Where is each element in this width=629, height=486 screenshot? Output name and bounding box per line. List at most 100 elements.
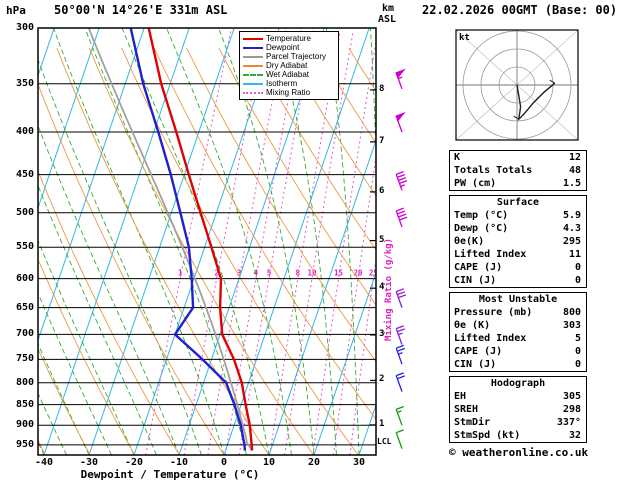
hodograph-ring: [498, 66, 536, 104]
stat-row: CIN (J) 0: [450, 274, 586, 287]
stat-label: K: [454, 152, 461, 163]
stat-value: 800: [562, 307, 581, 318]
stat-value: 5.9: [562, 210, 581, 221]
dewpoint-curve: [129, 28, 247, 451]
km-tick-label: 3: [379, 328, 385, 339]
stat-value: 1.5: [562, 178, 581, 189]
temperature-tick-label: -10: [169, 457, 189, 468]
pressure-tick-label: 450: [15, 168, 34, 180]
stat-label: θe (K): [454, 320, 491, 331]
x-axis-label: Dewpoint / Temperature (°C): [80, 468, 260, 481]
legend-item: Temperature: [243, 34, 338, 43]
stat-row: CAPE (J) 0: [450, 345, 586, 358]
stat-label: Lifted Index: [454, 333, 527, 344]
pressure-tick-label: 550: [15, 241, 34, 253]
pressure-tick-label: 900: [15, 419, 34, 431]
legend-item: Mixing Ratio: [243, 88, 338, 97]
sounding-curves: [87, 28, 254, 452]
isobar-gridlines: [38, 83, 376, 446]
pressure-tick-label: 350: [15, 77, 34, 89]
stat-value: 48: [568, 165, 581, 176]
stat-label: StmSpd (kt): [454, 430, 521, 441]
stat-row: Pressure (mb) 800: [450, 306, 586, 319]
stats-section-title: Hodograph: [490, 378, 546, 389]
stats-section-title: Surface: [496, 197, 540, 208]
stats-section-title: Most Unstable: [478, 294, 558, 305]
stat-label: CAPE (J): [454, 346, 503, 357]
legend-item-label: Wet Adiabat: [266, 70, 309, 79]
wind-barb: [395, 325, 406, 345]
stat-label: EH: [454, 391, 467, 402]
mixing-ratio-value-label: 25: [369, 269, 378, 278]
stat-value: 337°: [556, 417, 581, 428]
stat-label: SREH: [454, 404, 479, 415]
stat-label: Lifted Index: [454, 249, 527, 260]
stat-value: 303: [562, 320, 581, 331]
pressure-tick-label: 650: [15, 301, 34, 313]
stat-label: CIN (J): [454, 359, 497, 370]
legend-line-sample: [243, 46, 263, 49]
stat-label: Dewp (°C): [454, 223, 509, 234]
pressure-tick-label: 500: [15, 206, 34, 218]
stat-label: StmDir: [454, 417, 491, 428]
copyright: © weatheronline.co.uk: [449, 446, 589, 459]
legend-item-label: Temperature: [266, 34, 311, 43]
wind-barb: [395, 207, 408, 228]
stat-value: 12: [568, 152, 581, 163]
hodograph-unit-label: kt: [459, 33, 470, 43]
stat-value: 0: [574, 275, 581, 286]
stat-row: θe (K) 303: [450, 319, 586, 332]
wind-barb: [395, 111, 406, 133]
temperature-tick-label: 10: [262, 457, 276, 468]
pressure-tick-label: 850: [15, 398, 34, 410]
stat-row: StmDir 337°: [450, 416, 586, 429]
stat-value: 11: [568, 249, 581, 260]
mixing-ratio-value-label: 2: [214, 269, 219, 278]
stat-value: 4.3: [562, 223, 581, 234]
mixing-ratio-value-label: 15: [334, 269, 343, 278]
pressure-unit-label: hPa: [6, 4, 26, 17]
stat-row: EH 305: [450, 390, 586, 403]
pressure-tick-label: 750: [15, 353, 34, 365]
mixing-ratio-value-label: 3: [237, 269, 242, 278]
pressure-tick-label: 300: [15, 22, 34, 33]
km-tick-label: 5: [379, 234, 385, 245]
stat-value: 5: [574, 333, 581, 344]
temperature-tick-label: -30: [79, 457, 99, 468]
pressure-tick-label: 600: [15, 272, 34, 284]
legend-line-sample: [243, 82, 263, 85]
stat-label: Temp (°C): [454, 210, 509, 221]
km-tick-label: 1: [379, 418, 385, 429]
mixing-ratio-value-label: 8: [296, 269, 301, 278]
stat-label: CIN (J): [454, 275, 497, 286]
stat-row: K 12: [450, 151, 586, 164]
pressure-tick-label: 800: [15, 376, 34, 388]
stats-block: K 12 Totals Totals 48 PW (cm) 1.5: [449, 150, 587, 191]
lcl-label: LCL: [377, 437, 392, 446]
temperature-tick-label: 20: [307, 457, 321, 468]
temperature-tick-label: 30: [352, 457, 366, 468]
legend-item-label: Dewpoint: [266, 43, 300, 52]
legend-item-label: Mixing Ratio: [266, 88, 311, 97]
legend: Temperature Dewpoint Parcel Trajectory Dry …: [239, 31, 339, 100]
stat-value: 0: [574, 346, 581, 357]
stats-block: Hodograph EH 305 SREH 298 StmDir 337° StmSpd (k…: [449, 376, 587, 443]
legend-item-label: Dry Adiabat: [266, 61, 308, 70]
legend-item: Dewpoint: [243, 43, 338, 52]
stat-label: Pressure (mb): [454, 307, 533, 318]
legend-line-sample: [243, 91, 263, 94]
stat-row: CIN (J) 0: [450, 358, 586, 371]
stat-value: 32: [568, 430, 581, 441]
km-tick-label: 7: [379, 135, 385, 146]
km-tick-label: 2: [379, 374, 385, 385]
stat-row: Lifted Index 11: [450, 248, 586, 261]
mixing-ratio-value-label: 5: [267, 269, 272, 278]
stat-value: 0: [574, 359, 581, 370]
stat-row: θe(K) 295: [450, 235, 586, 248]
legend-line-sample: [243, 37, 263, 40]
mixing-ratio-value-label: 1: [178, 269, 183, 278]
km-tick-label: 4: [379, 282, 385, 293]
stat-label: Totals Totals: [454, 165, 533, 176]
stat-value: 295: [562, 236, 581, 247]
